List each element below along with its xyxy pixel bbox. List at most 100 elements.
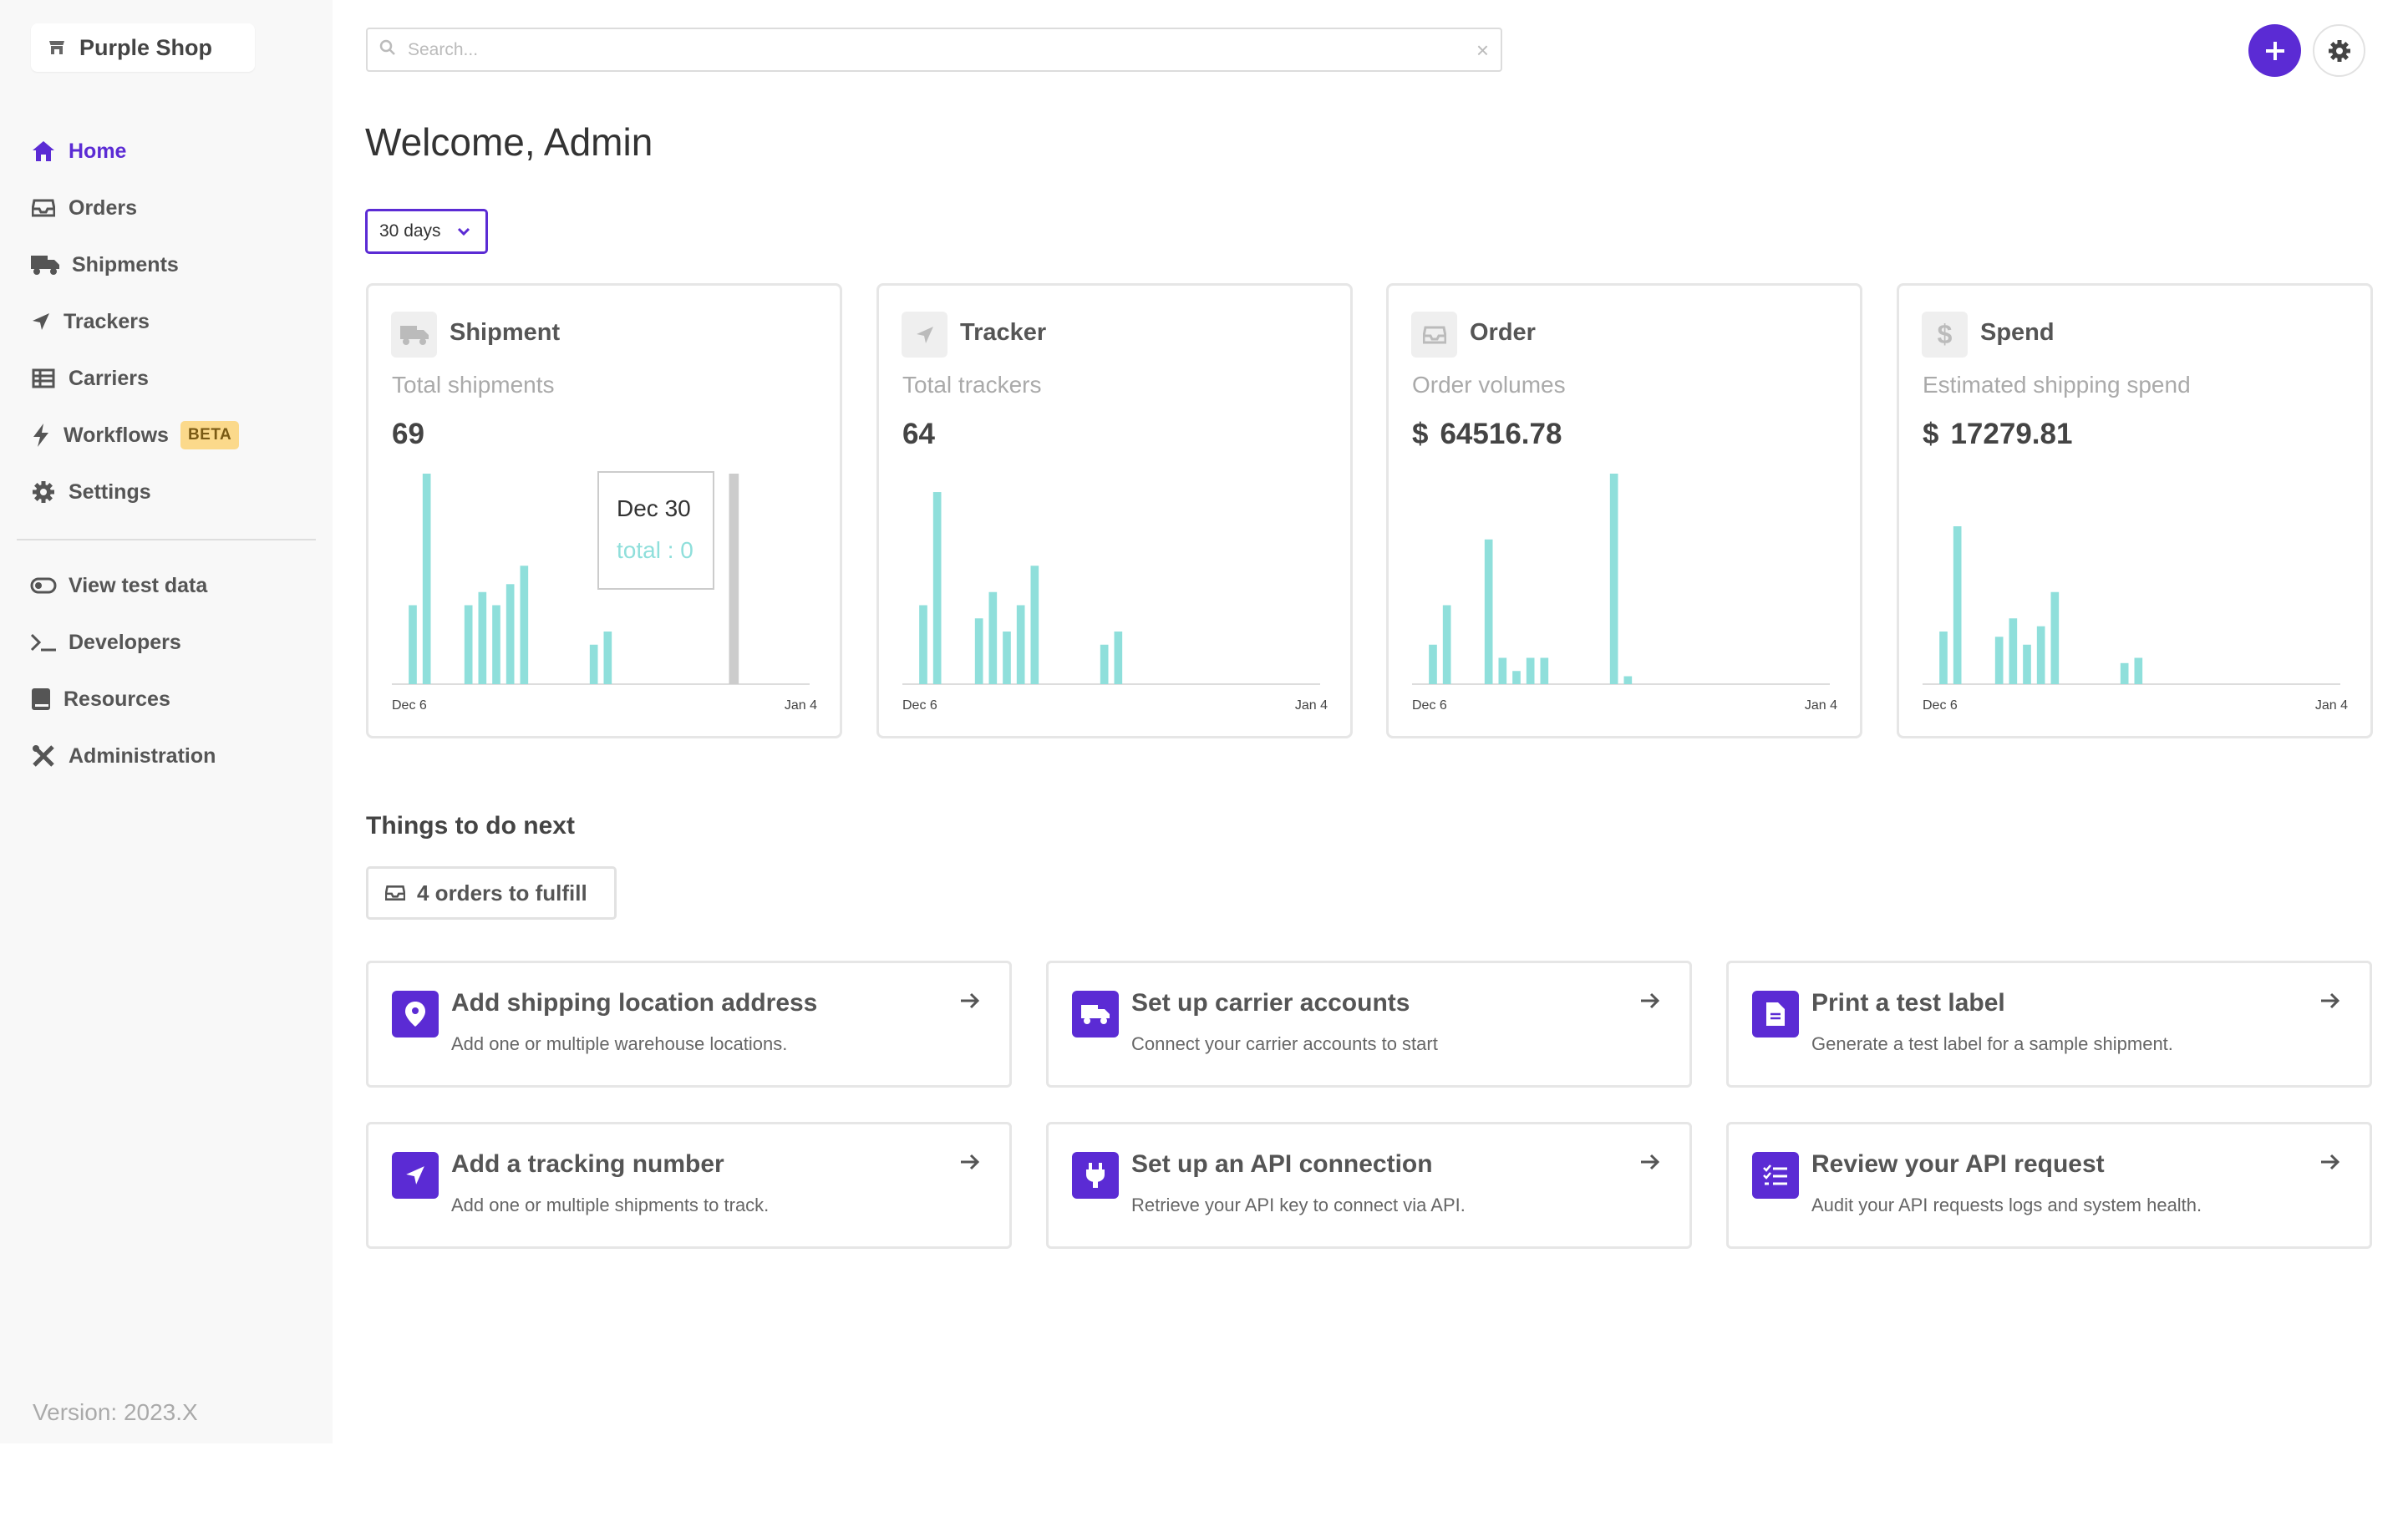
search-bar[interactable]: × xyxy=(366,28,1502,72)
inbox-icon xyxy=(30,195,57,221)
spend-chart[interactable] xyxy=(1923,469,2353,695)
chart-bar[interactable] xyxy=(1100,644,1109,684)
chart-bar[interactable] xyxy=(919,605,927,685)
task-description: Audit your API requests logs and system … xyxy=(1811,1195,2202,1215)
order-chart[interactable] xyxy=(1412,469,1842,695)
chart-bar[interactable] xyxy=(1609,474,1618,684)
chart-bar[interactable] xyxy=(1526,657,1535,685)
toggle-icon xyxy=(30,572,57,599)
chart-tooltip: Dec 30 total : 0 xyxy=(597,471,714,590)
chart-bar[interactable] xyxy=(492,605,500,685)
sidebar-item-carriers[interactable]: Carriers xyxy=(30,360,149,397)
checklist-icon xyxy=(1752,1152,1799,1199)
map-pin-icon xyxy=(392,991,439,1037)
chart-bar[interactable] xyxy=(1498,657,1507,685)
chart-bar[interactable] xyxy=(932,492,942,684)
chart-bar[interactable] xyxy=(988,591,998,684)
search-icon xyxy=(379,39,396,60)
chart-bar[interactable] xyxy=(1030,566,1039,684)
x-axis-end-label: Jan 4 xyxy=(1294,698,1328,713)
location-arrow-icon xyxy=(902,312,947,358)
period-select[interactable]: 30 days xyxy=(365,209,488,254)
card-subtitle: Order volumes xyxy=(1412,372,1566,398)
chart-bar[interactable] xyxy=(1512,671,1521,684)
task-add-shipping-location[interactable]: Add shipping location address Add one or… xyxy=(366,961,1012,1088)
chart-bar[interactable] xyxy=(2050,591,2060,684)
chart-bar[interactable] xyxy=(1623,676,1633,684)
clear-search-icon[interactable]: × xyxy=(1476,38,1489,63)
task-title: Add a tracking number xyxy=(451,1150,724,1178)
plug-icon xyxy=(1072,1152,1119,1199)
chart-bar[interactable] xyxy=(464,605,473,685)
chart-bar[interactable] xyxy=(2023,644,2031,684)
orders-to-fulfill-button[interactable]: 4 orders to fulfill xyxy=(366,866,617,920)
chart-bar[interactable] xyxy=(1442,605,1451,685)
task-description: Add one or multiple warehouse locations. xyxy=(451,1033,788,1054)
chart-bar[interactable] xyxy=(1016,605,1025,685)
sidebar-item-shipments[interactable]: Shipments xyxy=(30,246,179,283)
chart-bar[interactable] xyxy=(1114,632,1123,684)
add-button[interactable] xyxy=(2248,24,2301,77)
chart-bar[interactable] xyxy=(422,474,431,684)
task-description: Connect your carrier accounts to start xyxy=(1131,1033,1438,1054)
brand-switcher[interactable]: Purple Shop xyxy=(31,23,255,72)
stat-card-spend: $ Spend Estimated shipping spend $17279.… xyxy=(1897,283,2373,738)
card-value-number: 17279.81 xyxy=(1950,418,2073,450)
chart-bar[interactable] xyxy=(520,566,529,684)
sidebar-item-home[interactable]: Home xyxy=(30,133,126,170)
chart-bar[interactable] xyxy=(478,591,487,684)
arrow-right-icon xyxy=(2321,992,2340,1009)
tracker-chart[interactable] xyxy=(902,469,1333,695)
chart-bar[interactable] xyxy=(2036,626,2045,684)
settings-button[interactable] xyxy=(2313,24,2365,77)
sidebar-item-orders[interactable]: Orders xyxy=(30,190,137,226)
sidebar-item-workflows[interactable]: Workflows BETA xyxy=(30,417,240,454)
chart-bar[interactable] xyxy=(1003,632,1011,684)
card-value: 64 xyxy=(902,418,935,451)
task-add-tracking-number[interactable]: Add a tracking number Add one or multipl… xyxy=(366,1122,1012,1249)
chart-bar[interactable] xyxy=(505,584,515,684)
chart-bar[interactable] xyxy=(2120,662,2129,684)
card-subtitle: Estimated shipping spend xyxy=(1923,372,2191,398)
sidebar-item-administration[interactable]: Administration xyxy=(30,738,216,774)
sidebar-item-resources[interactable]: Resources xyxy=(30,681,170,718)
task-title: Review your API request xyxy=(1811,1150,2105,1178)
card-value: 69 xyxy=(392,418,424,451)
x-axis-start-label: Dec 6 xyxy=(1923,698,1958,713)
chart-bar[interactable] xyxy=(1540,657,1549,685)
shipment-chart[interactable] xyxy=(392,469,822,695)
stat-card-tracker: Tracker Total trackers 64 Dec 6 Jan 4 xyxy=(876,283,1353,738)
chart-bar[interactable] xyxy=(1429,644,1437,684)
task-setup-carrier-accounts[interactable]: Set up carrier accounts Connect your car… xyxy=(1046,961,1692,1088)
card-subtitle: Total shipments xyxy=(392,372,555,398)
chart-bar[interactable] xyxy=(589,644,598,684)
sidebar-item-settings[interactable]: Settings xyxy=(30,474,151,510)
task-setup-api-connection[interactable]: Set up an API connection Retrieve your A… xyxy=(1046,1122,1692,1249)
beta-badge: BETA xyxy=(180,421,240,449)
chart-bar[interactable] xyxy=(974,618,983,684)
chart-bar[interactable] xyxy=(1953,526,1962,684)
chart-bar[interactable] xyxy=(409,605,417,685)
card-value: $17279.81 xyxy=(1923,418,2072,451)
sidebar-item-view-test-data[interactable]: View test data xyxy=(30,567,207,604)
chart-bar[interactable] xyxy=(2009,618,2018,684)
task-review-api-request[interactable]: Review your API request Audit your API r… xyxy=(1726,1122,2372,1249)
card-title: Order xyxy=(1470,319,1536,346)
orders-to-fulfill-label: 4 orders to fulfill xyxy=(417,880,587,906)
chart-bar[interactable] xyxy=(1484,539,1493,684)
sidebar-item-developers[interactable]: Developers xyxy=(30,624,181,661)
tooltip-value: total : 0 xyxy=(617,537,693,563)
tooltip-date: Dec 30 xyxy=(617,495,691,521)
chart-bar[interactable] xyxy=(603,632,612,684)
task-description: Retrieve your API key to connect via API… xyxy=(1131,1195,1466,1215)
chart-bar[interactable] xyxy=(1939,632,1948,684)
table-icon xyxy=(30,365,57,392)
task-description: Add one or multiple shipments to track. xyxy=(451,1195,770,1215)
sidebar-item-label: Administration xyxy=(69,743,216,768)
sidebar-item-trackers[interactable]: Trackers xyxy=(30,303,150,340)
chart-bar[interactable] xyxy=(2134,657,2143,685)
chart-bar[interactable] xyxy=(1994,637,2004,684)
search-input[interactable] xyxy=(408,39,1435,60)
task-print-test-label[interactable]: Print a test label Generate a test label… xyxy=(1726,961,2372,1088)
sidebar-item-label: View test data xyxy=(69,573,208,597)
